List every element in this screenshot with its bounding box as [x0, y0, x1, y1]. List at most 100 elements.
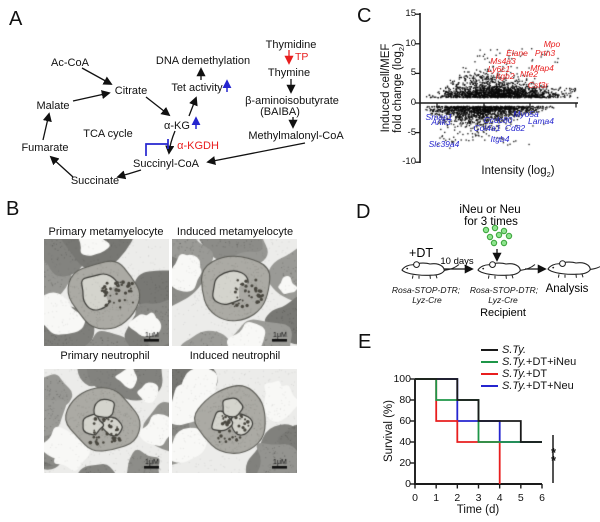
gene-label-down: Myo5a [513, 109, 539, 119]
panel-e-y-tick: 60 [399, 415, 411, 427]
em-title-primary-neutrophil: Primary neutrophil [60, 350, 150, 362]
panel-e-y-tick: 80 [399, 394, 411, 406]
panel-e-x-axis-label: Time (d) [456, 504, 500, 516]
panel-c-y-tick: -5 [407, 126, 416, 138]
mouse2-genotype-line2: Lyz-Cre [488, 295, 518, 305]
panel-a-letter: A [9, 8, 23, 30]
node-tca-cycle: TCA cycle [83, 128, 133, 140]
injected-cells-icon [482, 224, 513, 247]
panel-e-y-tick: 40 [399, 436, 411, 448]
em-title-primary-metamyelocyte: Primary metamyelocyte [48, 226, 164, 238]
gene-label-up: Mfap4 [530, 63, 554, 73]
scatter-points-canvas [340, 0, 600, 198]
node-dna-demethylation: DNA demethylation [156, 55, 250, 67]
node-succinate: Succinate [71, 175, 119, 187]
ten-days-label: 10 days [440, 256, 474, 267]
inhibition-tbar [145, 139, 169, 156]
injected-cells-line2: for 3 times [464, 216, 518, 228]
node-ac-coa: Ac-CoA [51, 57, 90, 69]
legend-item: S.Ty. [481, 344, 526, 356]
legend-label-italic: S.Ty. [502, 344, 527, 356]
panel-c-y-tick: 5 [410, 67, 416, 79]
gene-label-up: Itgb2 [495, 71, 515, 81]
mouse1-genotype-line1: Rosa-STOP-DTR; [392, 285, 461, 295]
node-fumarate: Fumarate [21, 142, 68, 154]
survival-chart [410, 378, 554, 489]
node-succinyl-coa: Succinyl-CoA [133, 158, 200, 170]
panel-e-x-tick: 5 [517, 492, 524, 504]
significance-stars: * * [551, 445, 557, 468]
recipient-label: Recipient [480, 307, 526, 319]
panel-e-y-tick: 0 [405, 478, 411, 490]
em-title-induced-metamyelocyte: Induced metamyelocyte [176, 226, 294, 238]
mouse2-genotype-line1: Rosa-STOP-DTR; [470, 285, 539, 295]
legend-label-suffix: +DT+iNeu [526, 356, 577, 368]
panel-c-y-tick: -10 [402, 156, 416, 168]
gene-label-up: Ly6c1 [487, 64, 511, 74]
panel-e-y-axis-label: Survival (%) [383, 400, 395, 462]
analysis-mouse-icon [547, 260, 600, 279]
em-image-primary-metamyelocyte [44, 239, 169, 346]
scatter-axes [415, 13, 578, 163]
em-image-primary-neutrophil [44, 369, 169, 473]
pathway-arrows [42, 67, 306, 180]
gene-label-down: Itgb4 [490, 134, 510, 144]
node-baiba-abbr: (BAIBA) [260, 106, 300, 118]
em-image-induced-neutrophil [172, 369, 297, 473]
legend-label-italic: S.Ty. [502, 368, 527, 380]
panel-e-x-tick: 6 [539, 492, 545, 504]
panel-e-letter: E [358, 331, 372, 353]
panel-b-letter: B [6, 198, 20, 220]
legend-line [481, 360, 498, 364]
gene-label-down: Ank3 [431, 117, 451, 127]
node-tp-enzyme: TP [295, 51, 308, 63]
gene-label-up: Nfe2 [520, 69, 538, 79]
panel-e-x-tick: 1 [433, 492, 440, 504]
gene-label-down: Slc39a4 [428, 139, 460, 149]
panel-d-schematic: iNeu or Neu for 3 times +DT 10 days Rosa… [392, 204, 600, 319]
injected-cells-line1: iNeu or Neu [459, 204, 520, 216]
dt-treatment-label: +DT [409, 246, 433, 260]
legend-line [481, 384, 498, 388]
node-baiba: β-aminoisobutyrate [245, 95, 339, 107]
em-image-induced-metamyelocyte [172, 239, 297, 346]
panel-e-y-tick: 100 [393, 373, 411, 385]
gene-label-down: Lama4 [528, 116, 554, 126]
panel-c-y-tick: 15 [405, 8, 416, 20]
legend-label-suffix: +DT+Neu [526, 380, 574, 392]
legend-item: S.Ty.+DT [481, 368, 547, 380]
analysis-label: Analysis [546, 283, 589, 295]
legend-label-italic: S.Ty. [502, 380, 527, 392]
gene-label-up: Csf3r [527, 80, 549, 90]
node-methylmalonyl-coa: Methylmalonyl-CoA [248, 130, 344, 142]
gene-label-down: Col4a1 [473, 123, 501, 133]
gene-label-down: Cd82 [504, 123, 526, 133]
panel-e-x-tick: 0 [412, 492, 418, 504]
node-akgdh: α-KGDH [177, 140, 219, 152]
node-tet-activity: Tet activity [171, 82, 223, 94]
panel-d-letter: D [356, 201, 371, 223]
legend-line [481, 348, 498, 352]
node-thymine: Thymine [268, 67, 310, 79]
mouse1-genotype-line2: Lyz-Cre [412, 295, 442, 305]
gene-label-up: Mpo [543, 39, 561, 49]
panel-e-y-tick: 20 [399, 457, 411, 469]
node-citrate: Citrate [115, 85, 147, 97]
node-akg: α-KG [164, 120, 190, 132]
gene-label-up: Prtn3 [534, 48, 556, 58]
gene-label-up: Elane [506, 48, 528, 58]
legend-line [481, 372, 498, 376]
node-thymidine: Thymidine [266, 39, 317, 51]
recipient-mouse-icon [477, 261, 536, 280]
em-title-induced-neutrophil: Induced neutrophil [189, 350, 281, 362]
panel-e-x-tick: 4 [496, 492, 503, 504]
node-malate: Malate [36, 100, 69, 112]
panel-c-x-axis-label: Intensity (log2) [481, 164, 555, 180]
legend-label-italic: S.Ty. [502, 356, 527, 368]
legend-item: S.Ty.+DT+iNeu [481, 356, 576, 368]
survival-curve [415, 378, 542, 443]
panel-c-y-tick: 10 [405, 37, 416, 49]
gene-label-down: Ccdc80 [483, 115, 513, 125]
panel-c-y-axis-label: Induced cell/MEF fold change (log2) [379, 43, 407, 133]
